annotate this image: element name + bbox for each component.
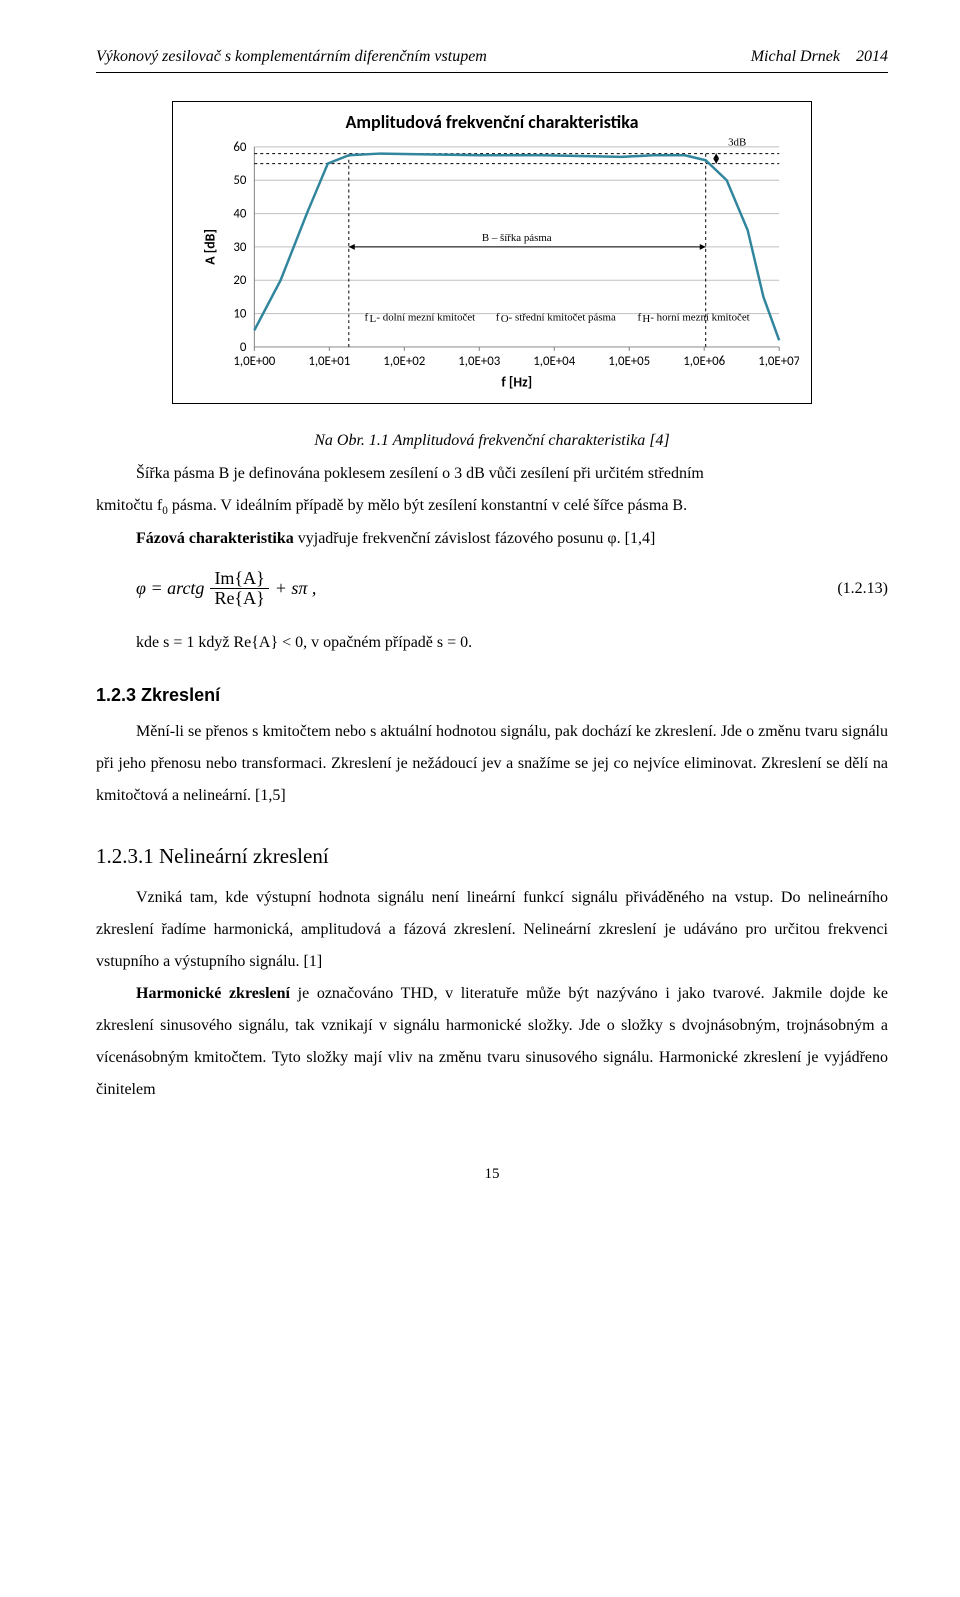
chart-title: Amplitudová frekvenční charakteristika bbox=[185, 112, 799, 133]
svg-text:H: H bbox=[642, 313, 650, 325]
svg-text:1,0E+01: 1,0E+01 bbox=[308, 354, 350, 369]
header-title: Výkonový zesilovač s komplementárním dif… bbox=[96, 48, 487, 66]
header-meta: Michal Drnek 2014 bbox=[751, 48, 888, 66]
frequency-response-chart: 0 10 20 30 40 50 60 1,0E+00 1,0E+01 1,0E+02 1,0E+0… bbox=[185, 137, 799, 394]
svg-text:50: 50 bbox=[233, 173, 247, 188]
svg-text:A [dB]: A [dB] bbox=[202, 229, 219, 265]
svg-text:O: O bbox=[501, 313, 509, 325]
paragraph-bandwidth-2: kmitočtu f0 pásma. V ideálním případě by… bbox=[96, 490, 888, 523]
svg-text:0: 0 bbox=[240, 340, 247, 355]
equation-number: (1.2.13) bbox=[837, 580, 888, 598]
svg-text:20: 20 bbox=[233, 273, 247, 288]
svg-text:- dolní mezní kmitočet: - dolní mezní kmitočet bbox=[376, 311, 475, 323]
svg-text:1,0E+03: 1,0E+03 bbox=[458, 354, 500, 369]
paragraph-nonlinear-2: Harmonické zkreslení je označováno THD, … bbox=[96, 978, 888, 1106]
svg-text:f: f bbox=[365, 311, 369, 323]
svg-text:60: 60 bbox=[233, 140, 247, 155]
svg-text:10: 10 bbox=[233, 307, 247, 322]
svg-text:1,0E+05: 1,0E+05 bbox=[608, 354, 650, 369]
svg-text:1,0E+07: 1,0E+07 bbox=[758, 354, 799, 369]
svg-text:- střední kmitočet pásma: - střední kmitočet pásma bbox=[509, 311, 616, 323]
svg-text:f: f bbox=[637, 311, 641, 323]
paragraph-phase: Fázová charakteristika vyjadřuje frekven… bbox=[96, 523, 888, 555]
svg-text:1,0E+00: 1,0E+00 bbox=[233, 354, 275, 369]
svg-text:- horní mezní kmitočet: - horní mezní kmitočet bbox=[650, 311, 749, 323]
svg-text:1,0E+04: 1,0E+04 bbox=[533, 354, 575, 369]
figure-caption: Na Obr. 1.1 Amplitudová frekvenční chara… bbox=[96, 432, 888, 450]
paragraph-nonlinear-1: Vzniká tam, kde výstupní hodnota signálu… bbox=[96, 882, 888, 978]
paragraph-distortion: Mění-li se přenos s kmitočtem nebo s akt… bbox=[96, 716, 888, 812]
equation-row: φ = arctg Im{A} Re{A} + sπ , (1.2.13) bbox=[96, 569, 888, 610]
section-1-2-3-1: 1.2.3.1 Nelineární zkreslení bbox=[96, 844, 888, 868]
page-header: Výkonový zesilovač s komplementárním dif… bbox=[96, 48, 888, 73]
page-number: 15 bbox=[96, 1166, 888, 1183]
svg-text:1,0E+06: 1,0E+06 bbox=[683, 354, 725, 369]
header-author: Michal Drnek bbox=[751, 48, 840, 65]
header-year: 2014 bbox=[856, 48, 888, 65]
svg-text:B – šířka pásma: B – šířka pásma bbox=[482, 232, 552, 244]
equation-fraction: Im{A} Re{A} bbox=[210, 569, 268, 610]
svg-text:f [Hz]: f [Hz] bbox=[501, 374, 532, 391]
svg-text:f: f bbox=[496, 311, 500, 323]
paragraph-eq-cond: kde s = 1 když Re{A} < 0, v opačném příp… bbox=[96, 627, 888, 659]
equation: φ = arctg Im{A} Re{A} + sπ , bbox=[136, 569, 316, 610]
section-1-2-3: 1.2.3 Zkreslení bbox=[96, 685, 888, 706]
svg-text:L: L bbox=[370, 313, 377, 325]
svg-text:1,0E+02: 1,0E+02 bbox=[383, 354, 425, 369]
paragraph-bandwidth-1: Šířka pásma B je definována poklesem zes… bbox=[96, 458, 888, 490]
svg-text:3dB: 3dB bbox=[728, 137, 746, 148]
figure-frame: Amplitudová frekvenční charakteristika 0… bbox=[172, 101, 812, 403]
svg-text:30: 30 bbox=[233, 240, 247, 255]
svg-text:40: 40 bbox=[233, 207, 247, 222]
